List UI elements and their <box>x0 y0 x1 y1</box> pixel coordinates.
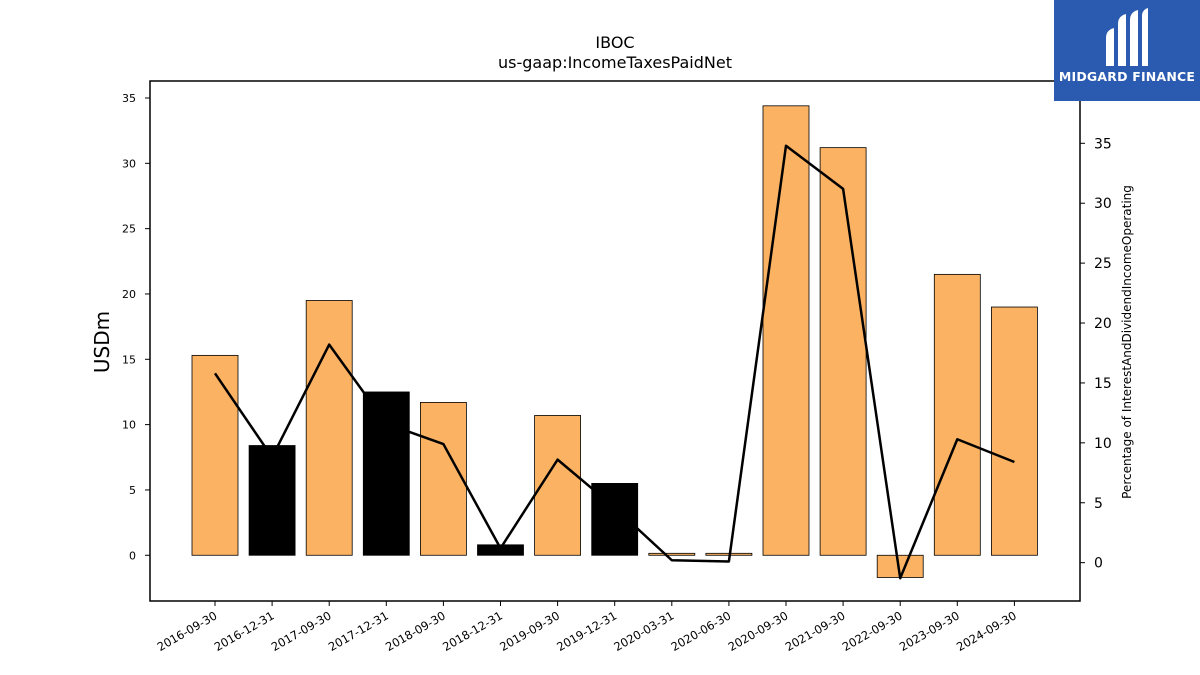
bar-2018-12-31 <box>477 544 524 556</box>
x-tick-label-2016-12-31: 2016-12-31 <box>212 608 277 654</box>
bar-2017-12-31 <box>362 391 410 556</box>
y2-tick-label-35: 35 <box>1094 136 1112 152</box>
x-tick-label-2022-09-30: 2022-09-30 <box>840 608 905 654</box>
x-tick-label-2024-09-30: 2024-09-30 <box>954 608 1019 654</box>
x-tick-label-2018-12-31: 2018-12-31 <box>440 608 505 654</box>
y2-tick-label-0: 0 <box>1094 556 1103 572</box>
bar-2020-09-30 <box>762 105 810 556</box>
y-axis-label: USDm <box>90 311 114 373</box>
logo-text: MIDGARD FINANCE <box>1058 69 1196 84</box>
x-tick-label-2023-09-30: 2023-09-30 <box>897 608 962 654</box>
y2-tick-label-20: 20 <box>1094 316 1112 332</box>
x-tick-label-2017-12-31: 2017-12-31 <box>326 608 391 654</box>
x-tick-label-2016-09-30: 2016-09-30 <box>155 608 220 654</box>
bar-2024-09-30 <box>991 306 1038 556</box>
y-tick-label-25: 25 <box>122 223 136 236</box>
y2-tick-label-30: 30 <box>1094 196 1112 212</box>
x-tick-label-2019-09-30: 2019-09-30 <box>497 608 562 654</box>
y-tick-label-35: 35 <box>122 92 136 105</box>
x-tick-label-2020-09-30: 2020-09-30 <box>726 608 791 654</box>
y2-tick-label-5: 5 <box>1094 496 1103 512</box>
y-tick-label-0: 0 <box>129 549 136 562</box>
logo-mark-icon <box>1106 8 1148 66</box>
y2-tick-label-10: 10 <box>1094 436 1112 452</box>
x-tick-label-2021-09-30: 2021-09-30 <box>783 608 848 654</box>
bar-2020-03-31 <box>648 552 696 556</box>
y-tick-label-15: 15 <box>122 353 136 366</box>
chart-title: IBOC <box>595 33 634 52</box>
bar-2017-09-30 <box>305 300 353 556</box>
y2-tick-label-15: 15 <box>1094 376 1112 392</box>
bar-2016-09-30 <box>191 354 239 556</box>
x-tick-label-2017-09-30: 2017-09-30 <box>269 608 334 654</box>
y-tick-label-10: 10 <box>122 419 136 432</box>
x-tick-label-2018-09-30: 2018-09-30 <box>383 608 448 654</box>
y2-tick-label-25: 25 <box>1094 256 1112 272</box>
y2-axis-label: Percentage of InterestAndDividendIncomeO… <box>1120 185 1134 499</box>
x-tick-label-2020-06-30: 2020-06-30 <box>669 608 734 654</box>
x-tick-label-2019-12-31: 2019-12-31 <box>554 608 619 654</box>
line-group <box>213 144 1015 580</box>
bar-2016-12-31 <box>248 445 296 556</box>
brand-logo: MIDGARD FINANCE <box>1054 0 1200 101</box>
bar-2021-09-30 <box>819 147 867 556</box>
bar-2018-09-30 <box>419 402 467 556</box>
y-tick-label-30: 30 <box>122 157 136 170</box>
chart-subtitle: us-gaap:IncomeTaxesPaidNet <box>498 53 732 72</box>
bars-group <box>191 105 1038 578</box>
x-tick-label-2020-03-31: 2020-03-31 <box>611 608 676 654</box>
y-tick-label-5: 5 <box>129 484 136 497</box>
bar-2023-09-30 <box>933 273 981 556</box>
y-tick-label-20: 20 <box>122 288 136 301</box>
line-series <box>213 144 1015 580</box>
